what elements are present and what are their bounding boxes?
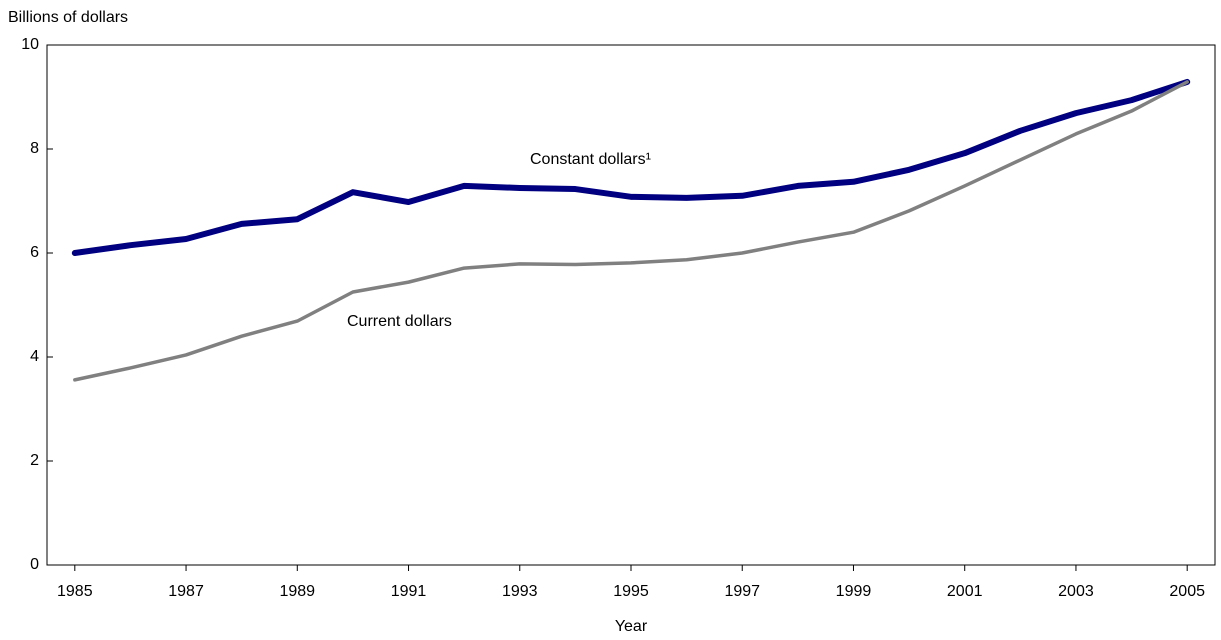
x-tick-label: 1991 xyxy=(391,583,427,600)
series-line xyxy=(71,78,1191,256)
y-tick-label: 4 xyxy=(30,348,39,365)
x-tick-label: 2003 xyxy=(1058,583,1094,600)
x-tick-label: 1997 xyxy=(724,583,760,600)
y-tick-label: 8 xyxy=(30,140,39,157)
x-tick-label: 1999 xyxy=(836,583,872,600)
y-tick-label: 10 xyxy=(21,36,39,53)
series-line xyxy=(73,80,1189,382)
x-tick-label: 1993 xyxy=(502,583,538,600)
series-label: Constant dollars¹ xyxy=(530,151,651,168)
x-tick-label: 1985 xyxy=(57,583,93,600)
x-tick-label: 2005 xyxy=(1169,583,1205,600)
y-tick-label: 2 xyxy=(30,452,39,469)
y-tick-label: 0 xyxy=(30,556,39,573)
x-tick-label: 1987 xyxy=(168,583,204,600)
y-axis-label: Billions of dollars xyxy=(8,9,128,26)
x-tick-label: 2001 xyxy=(947,583,983,600)
y-tick-label: 6 xyxy=(30,244,39,261)
series-label: Current dollars xyxy=(347,313,452,330)
x-axis-label: Year xyxy=(615,618,648,635)
x-tick-label: 1995 xyxy=(613,583,649,600)
x-tick-label: 1989 xyxy=(279,583,315,600)
